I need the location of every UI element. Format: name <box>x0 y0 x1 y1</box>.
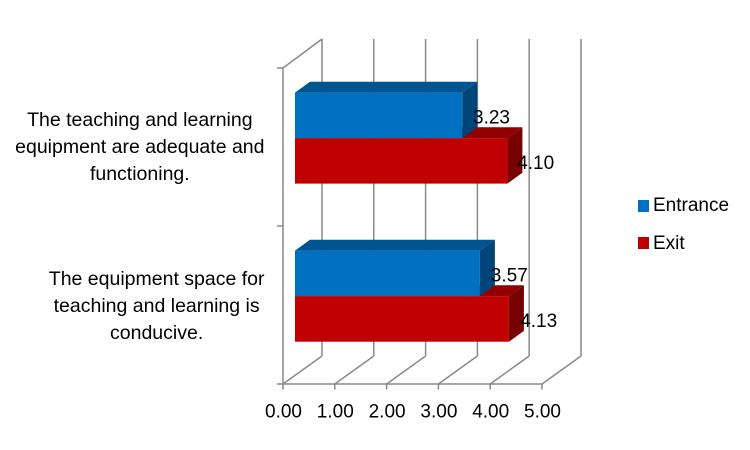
svg-text:2.00: 2.00 <box>369 402 406 423</box>
svg-text:4.00: 4.00 <box>472 402 509 423</box>
svg-text:3.57: 3.57 <box>491 266 528 287</box>
svg-text:3.23: 3.23 <box>473 108 510 129</box>
svg-text:0.00: 0.00 <box>265 402 302 423</box>
svg-text:3.00: 3.00 <box>420 402 457 423</box>
svg-text:1.00: 1.00 <box>317 402 354 423</box>
svg-text:4.13: 4.13 <box>520 311 557 332</box>
svg-text:5.00: 5.00 <box>524 402 561 423</box>
svg-text:4.10: 4.10 <box>517 153 554 174</box>
